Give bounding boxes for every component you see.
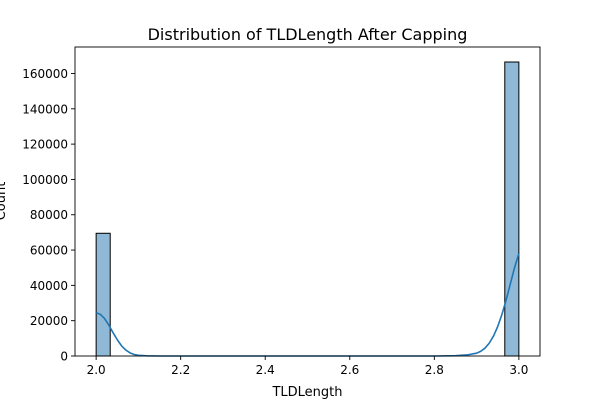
y-tick-label: 40000 [30,279,68,293]
histogram-bar [504,61,520,357]
x-axis-label: TLDLength [271,385,342,400]
x-tick-label: 2.4 [256,363,275,377]
y-tick-label: 80000 [30,208,68,222]
histogram-bar [95,232,111,357]
y-tick-label: 120000 [22,138,68,152]
x-tick-label: 2.6 [340,363,359,377]
y-tick-label: 100000 [22,173,68,187]
x-tick-label: 3.0 [509,363,528,377]
y-tick-label: 160000 [22,67,68,81]
x-tick-label: 2.2 [171,363,190,377]
y-tick-label: 140000 [22,102,68,116]
chart-title: Distribution of TLDLength After Capping [148,25,468,44]
y-tick-label: 20000 [30,314,68,328]
y-tick-label: 60000 [30,244,68,258]
x-tick-label: 2.8 [425,363,444,377]
y-axis-label: Count [0,182,9,221]
kde-line [95,253,520,357]
y-tick-label: 0 [60,350,68,364]
plot-frame [74,46,541,357]
x-tick-label: 2.0 [87,363,106,377]
